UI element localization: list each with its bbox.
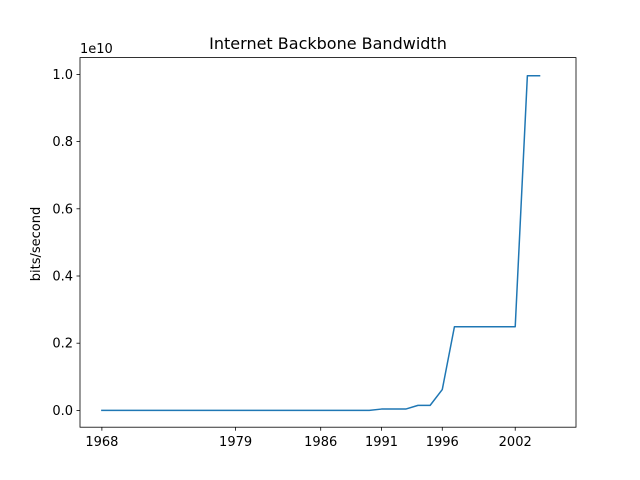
y-axis-ticks: 0.0 0.2 0.4 0.6 0.8 1.0 — [52, 68, 80, 419]
x-axis-ticks: 1968 1979 1986 1991 1996 2002 — [85, 427, 532, 450]
y-tick-label: 0.6 — [52, 202, 73, 217]
plot-area-frame — [79, 57, 577, 428]
x-tick-label: 1986 — [304, 435, 337, 450]
chart-title: Internet Backbone Bandwidth — [209, 34, 447, 53]
x-tick-label: 1996 — [426, 435, 459, 450]
x-tick-label: 1979 — [219, 435, 252, 450]
y-tick-label: 0.0 — [52, 404, 73, 419]
x-tick-label: 2002 — [499, 435, 532, 450]
y-axis-label: bits/second — [29, 207, 44, 281]
series-line — [101, 74, 541, 412]
y-tick-label: 0.4 — [52, 270, 73, 285]
series-layer — [101, 74, 541, 412]
x-tick-label: 1968 — [85, 435, 118, 450]
y-tick-label: 0.2 — [52, 337, 73, 352]
x-tick-label: 1991 — [365, 435, 398, 450]
y-tick-label: 1.0 — [52, 68, 73, 83]
y-tick-label: 0.8 — [52, 135, 73, 150]
y-axis-offset-label: 1e10 — [80, 42, 113, 57]
